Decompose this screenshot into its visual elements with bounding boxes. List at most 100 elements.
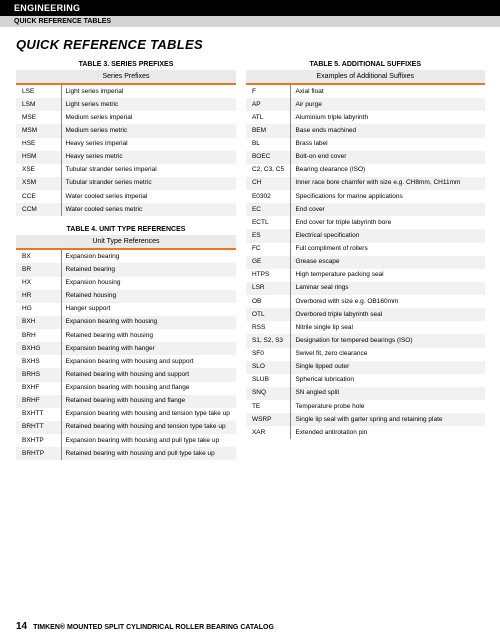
table-row: ESElectrical specification xyxy=(246,229,485,242)
code-cell: MSM xyxy=(16,124,61,137)
code-cell: XSE xyxy=(16,164,61,177)
table-row: RSSNitrile single lip seal xyxy=(246,321,485,334)
code-cell: OB xyxy=(246,295,291,308)
table3-header: Series Prefixes xyxy=(16,70,236,83)
code-cell: BXHTT xyxy=(16,408,61,421)
code-cell: HTPS xyxy=(246,269,291,282)
code-cell: XAR xyxy=(246,426,291,439)
desc-cell: Tubular strander series metric xyxy=(61,177,236,190)
footer-text: TIMKEN® MOUNTED SPLIT CYLINDRICAL ROLLER… xyxy=(33,624,274,631)
code-cell: LSR xyxy=(246,282,291,295)
code-cell: HSM xyxy=(16,151,61,164)
table-row: BRHFRetained bearing with housing and fl… xyxy=(16,395,236,408)
desc-cell: Retained bearing with housing and tensio… xyxy=(61,421,236,434)
table-row: HRRetained housing xyxy=(16,290,236,303)
desc-cell: Single lip seal with garter spring and r… xyxy=(291,413,485,426)
desc-cell: Aluminium triple labyrinth xyxy=(291,111,485,124)
table-row: HXExpansion housing xyxy=(16,277,236,290)
table-row: HSMHeavy series metric xyxy=(16,151,236,164)
table-row: MSEMedium series imperial xyxy=(16,111,236,124)
page-number: 14 xyxy=(16,621,27,632)
table5-title: TABLE 5. ADDITIONAL SUFFIXES xyxy=(246,61,485,68)
code-cell: SNQ xyxy=(246,387,291,400)
code-cell: BXHF xyxy=(16,382,61,395)
code-cell: ATL xyxy=(246,111,291,124)
table-row: HSEHeavy series imperial xyxy=(16,138,236,151)
desc-cell: Overbored triple labyrinth seal xyxy=(291,308,485,321)
table-row: SLUBSpherical lubrication xyxy=(246,374,485,387)
table-row: XSMTubular strander series metric xyxy=(16,177,236,190)
desc-cell: Heavy series metric xyxy=(61,151,236,164)
table-row: BXHExpansion bearing with housing xyxy=(16,316,236,329)
desc-cell: SN angled split xyxy=(291,387,485,400)
code-cell: BRHTT xyxy=(16,421,61,434)
table-row: LSELight series imperial xyxy=(16,85,236,98)
desc-cell: Full compliment of rollers xyxy=(291,243,485,256)
desc-cell: Hanger support xyxy=(61,303,236,316)
desc-cell: End cover xyxy=(291,203,485,216)
table-row: SLOSingle lipped outer xyxy=(246,361,485,374)
table-row: BXHSExpansion bearing with housing and s… xyxy=(16,355,236,368)
code-cell: AP xyxy=(246,98,291,111)
desc-cell: Swivel fit, zero clearance xyxy=(291,348,485,361)
table4: BXExpansion bearingBRRetained bearingHXE… xyxy=(16,250,236,460)
code-cell: BX xyxy=(16,250,61,263)
desc-cell: Spherical lubrication xyxy=(291,374,485,387)
table-row: BRHTPRetained bearing with housing and p… xyxy=(16,447,236,460)
table-row: FAxial float xyxy=(246,85,485,98)
table4-header: Unit Type References xyxy=(16,235,236,248)
page-title: QUICK REFERENCE TABLES xyxy=(16,37,484,52)
desc-cell: Electrical specification xyxy=(291,229,485,242)
code-cell: LSE xyxy=(16,85,61,98)
desc-cell: Expansion bearing with housing and flang… xyxy=(61,382,236,395)
code-cell: F xyxy=(246,85,291,98)
code-cell: HR xyxy=(16,290,61,303)
page-footer: 14 TIMKEN® MOUNTED SPLIT CYLINDRICAL ROL… xyxy=(16,621,274,632)
desc-cell: Medium series imperial xyxy=(61,111,236,124)
table3: LSELight series imperialLSMLight series … xyxy=(16,85,236,216)
code-cell: BXH xyxy=(16,316,61,329)
table3-title: TABLE 3. SERIES PREFIXES xyxy=(16,61,236,68)
code-cell: RSS xyxy=(246,321,291,334)
code-cell: BRHF xyxy=(16,395,61,408)
table-row: XARExtended antirotation pin xyxy=(246,426,485,439)
table-row: XSETubular strander series imperial xyxy=(16,164,236,177)
table-row: BXHTPExpansion bearing with housing and … xyxy=(16,434,236,447)
code-cell: HSE xyxy=(16,138,61,151)
left-column: TABLE 3. SERIES PREFIXES Series Prefixes… xyxy=(16,58,236,460)
code-cell: ECTL xyxy=(246,216,291,229)
code-cell: S1, S2, S3 xyxy=(246,334,291,347)
table-row: LSRLaminar seal rings xyxy=(246,282,485,295)
desc-cell: Light series imperial xyxy=(61,85,236,98)
table-row: ATLAluminium triple labyrinth xyxy=(246,111,485,124)
table-row: S1, S2, S3Designation for tempered beari… xyxy=(246,334,485,347)
right-column: TABLE 5. ADDITIONAL SUFFIXES Examples of… xyxy=(246,58,485,460)
desc-cell: Expansion bearing with housing and suppo… xyxy=(61,355,236,368)
table-row: BLBrass label xyxy=(246,138,485,151)
desc-cell: Inner race bore chamfer with size e.g. C… xyxy=(291,177,485,190)
code-cell: BL xyxy=(246,138,291,151)
desc-cell: Expansion bearing with housing xyxy=(61,316,236,329)
desc-cell: Retained bearing xyxy=(61,263,236,276)
desc-cell: Light series metric xyxy=(61,98,236,111)
table-row: HGHanger support xyxy=(16,303,236,316)
code-cell: GE xyxy=(246,256,291,269)
desc-cell: Expansion bearing with hanger xyxy=(61,342,236,355)
code-cell: MSE xyxy=(16,111,61,124)
desc-cell: Water cooled series metric xyxy=(61,203,236,216)
desc-cell: Single lipped outer xyxy=(291,361,485,374)
table5-header: Examples of Additional Suffixes xyxy=(246,70,485,83)
section-header: ENGINEERING xyxy=(0,0,500,16)
desc-cell: End cover for triple labyrinth bore xyxy=(291,216,485,229)
table-row: BEMBase ends machined xyxy=(246,124,485,137)
code-cell: BXHG xyxy=(16,342,61,355)
code-cell: XSM xyxy=(16,177,61,190)
code-cell: WSRP xyxy=(246,413,291,426)
table4-title: TABLE 4. UNIT TYPE REFERENCES xyxy=(16,226,236,233)
table-row: E0302Specifications for marine applicati… xyxy=(246,190,485,203)
code-cell: OTL xyxy=(246,308,291,321)
table-row: SNQSN angled split xyxy=(246,387,485,400)
desc-cell: Temperature probe hole xyxy=(291,400,485,413)
code-cell: BOEC xyxy=(246,151,291,164)
desc-cell: Brass label xyxy=(291,138,485,151)
